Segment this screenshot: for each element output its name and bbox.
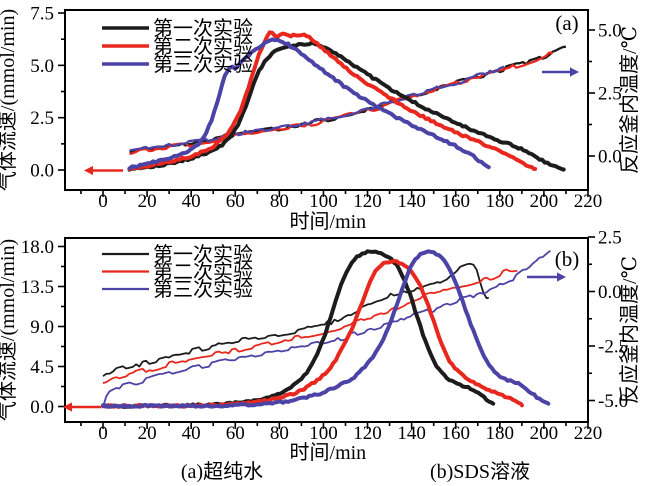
gas-flow-series-exp2 — [127, 30, 538, 172]
x-tick-label: 80 — [270, 423, 289, 444]
y-tick-label-right: 2.5 — [598, 228, 622, 249]
y-tick-label-left: 2.5 — [30, 108, 54, 129]
y-tick-label-right: -2.5 — [598, 337, 628, 358]
gas-flow-series-exp3 — [101, 249, 551, 409]
plot-frame-a — [64, 9, 589, 191]
x-axis-title: 时间/min — [290, 441, 367, 464]
legend-label-exp1: 第一次实验 — [153, 243, 253, 266]
x-tick-label: 60 — [226, 423, 245, 444]
temperature-series-exp3 — [102, 250, 551, 408]
y-tick-label-right: 0.0 — [598, 282, 622, 303]
x-tick-label: 180 — [486, 191, 515, 212]
y-axis-title-right: 反应釜内温度/℃ — [618, 256, 641, 404]
x-tick-label: 220 — [574, 191, 603, 212]
series-group-a — [127, 30, 567, 172]
y-tick-label-left: 0.0 — [30, 161, 54, 182]
flow-axis-arrow-a-head — [84, 165, 93, 176]
temperature-series-exp2 — [102, 268, 518, 384]
y-tick-label-left: 0.0 — [30, 397, 54, 418]
panel-label: (a) — [555, 11, 578, 35]
x-tick-label: 100 — [309, 423, 338, 444]
x-tick-label: 200 — [530, 423, 559, 444]
x-tick-label: 180 — [486, 423, 515, 444]
subfigure-caption-a: (a)超纯水 — [181, 460, 263, 483]
y-tick-label-left: 5.0 — [30, 56, 54, 77]
x-axis-title: 时间/min — [290, 210, 367, 233]
y-axis-title-right: 反应釜内温度/℃ — [618, 26, 641, 174]
gas-flow-series-exp3 — [127, 37, 491, 171]
x-tick-label: 160 — [441, 191, 470, 212]
x-tick-label: 200 — [530, 191, 559, 212]
series-group-b — [101, 249, 551, 409]
gas-flow-series-exp1 — [127, 40, 566, 172]
x-tick-label: 40 — [182, 191, 201, 212]
legend-label-exp3: 第三次实验 — [153, 278, 253, 301]
plot-frame-b — [64, 237, 589, 423]
y-tick-label-left: 7.5 — [30, 4, 54, 25]
y-tick-label-left: 4.5 — [30, 357, 54, 378]
legend-label-exp2: 第二次实验 — [153, 35, 253, 58]
x-tick-label: 60 — [226, 191, 245, 212]
plot-panel-a: 0 20 40 60 80 100 120 140 160 180 200 220 0.0 2.5 5.0 7… — [0, 4, 641, 233]
flow-axis-arrow-b-head — [63, 402, 72, 412]
x-tick-label: 20 — [138, 423, 157, 444]
y-tick-label-left: 18.0 — [21, 237, 54, 258]
y-axis-title-left: 气体流速/(mmol/min) — [0, 239, 19, 421]
x-tick-label: 80 — [270, 191, 289, 212]
temperature-series-exp3 — [129, 65, 505, 152]
axes-a — [58, 12, 595, 197]
x-tick-label: 100 — [309, 191, 338, 212]
temperature-axis-arrow-b-head — [557, 272, 566, 282]
temperature-series-exp1 — [102, 262, 490, 377]
x-tick-label: 160 — [441, 423, 470, 444]
subfigure-caption-b: (b)SDS溶液 — [430, 460, 530, 483]
x-tick-label: 120 — [353, 191, 382, 212]
x-tick-label: 140 — [397, 423, 426, 444]
y-tick-label-right: 2.5 — [598, 84, 622, 105]
legend-label-exp3: 第三次实验 — [153, 53, 253, 76]
x-tick-label: 20 — [138, 191, 157, 212]
legend-label-exp2: 第二次实验 — [153, 261, 253, 284]
x-tick-label: 0 — [98, 423, 108, 444]
legend-label-exp1: 第一次实验 — [153, 17, 253, 40]
plot-panel-b: 0 20 40 60 80 100 120 140 160 180 200 220 0.0 4.5 9.0 1… — [0, 228, 641, 465]
y-tick-label-right: 0.0 — [598, 147, 622, 168]
x-tick-label: 0 — [98, 191, 108, 212]
y-tick-label-right: 5.0 — [598, 21, 622, 42]
x-tick-label: 140 — [397, 191, 426, 212]
x-tick-label: 40 — [182, 423, 201, 444]
y-axis-title-left: 气体流速/(mmol/min) — [0, 9, 19, 191]
y-tick-label-left: 9.0 — [30, 317, 54, 338]
panel-label: (b) — [555, 247, 580, 271]
x-tick-label: 120 — [353, 423, 382, 444]
y-tick-label-right: -5.0 — [598, 391, 628, 412]
y-tick-label-left: 13.5 — [21, 277, 54, 298]
temperature-axis-arrow-a-head — [570, 67, 579, 77]
x-tick-label: 220 — [574, 423, 603, 444]
